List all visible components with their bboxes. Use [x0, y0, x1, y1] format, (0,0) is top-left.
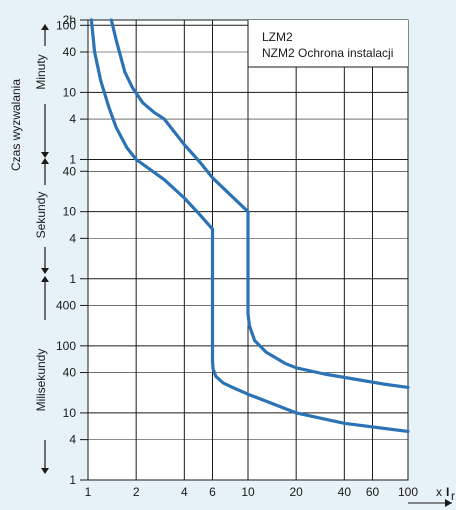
- band-seconds-arrow-down: [41, 268, 49, 274]
- band-label-seconds: Sekundy: [34, 192, 48, 239]
- x-axis-unit-letter: I: [446, 485, 449, 499]
- curve-series-1: [89, 18, 410, 433]
- x-tick-label: 40: [338, 485, 352, 499]
- x-tick-label: 1: [85, 485, 92, 499]
- band-label-minutes: Minuty: [34, 54, 48, 89]
- y-tick-label: 400: [56, 298, 76, 312]
- legend-background: [248, 20, 408, 67]
- x-tick-labels: 1 2 4 6 10 20 40 60 100: [85, 485, 419, 499]
- x-tick-label: 2: [133, 485, 140, 499]
- x-tick-label: 20: [289, 485, 303, 499]
- band-ms-arrow-down: [41, 468, 49, 474]
- y-tick-label: 10: [63, 406, 77, 420]
- y-tick-label: 1: [69, 272, 76, 286]
- y-tick-label: 40: [63, 366, 77, 380]
- y-tick-label: 100: [56, 18, 76, 32]
- band-seconds-arrow-up: [41, 158, 49, 164]
- x-tick-label: 6: [209, 485, 216, 499]
- legend-line-1: LZM2: [262, 30, 293, 44]
- y-tick-label: 10: [63, 85, 77, 99]
- x-tick-label: 4: [181, 485, 188, 499]
- y-tick-label: 4: [69, 433, 76, 447]
- x-tick-label: 100: [398, 485, 418, 499]
- y-tick-label: 40: [63, 164, 77, 178]
- legend: LZM2 NZM2 Ochrona instalacji: [247, 20, 408, 68]
- x-axis-unit-arrow-head: [445, 499, 452, 507]
- x-axis-unit-label: x I r: [408, 485, 455, 507]
- x-tick-label: 10: [241, 485, 255, 499]
- y-axis-side-labels: Czas wyzwalania Minuty Sekundy Milisekun…: [9, 24, 49, 474]
- y-band-arrows: [41, 24, 49, 474]
- y-tick-label: 40: [63, 45, 77, 59]
- x-tick-label: 60: [366, 485, 380, 499]
- band-ms-arrow-up: [41, 276, 49, 282]
- y-tick-label: 10: [63, 205, 77, 219]
- y-tick-label: 100: [56, 339, 76, 353]
- band-label-milliseconds: Milisekundy: [34, 349, 48, 412]
- band-minutes-arrow-up: [41, 24, 49, 30]
- curve-series-2: [109, 18, 410, 389]
- y-tick-label: 4: [69, 112, 76, 126]
- y-tick-label: 2h: [63, 13, 76, 27]
- y-tick-label: 4: [69, 231, 76, 245]
- curves: [89, 18, 410, 433]
- y-axis-title: Czas wyzwalania: [9, 79, 23, 171]
- band-minutes-arrow-down: [41, 152, 49, 158]
- legend-line-2: NZM2 Ochrona instalacji: [262, 46, 393, 60]
- y-tick-label: 1: [69, 152, 76, 166]
- y-tick-label: 1: [69, 473, 76, 487]
- x-axis-unit-prefix: x: [436, 485, 442, 499]
- x-axis-unit-subscript: r: [451, 489, 455, 503]
